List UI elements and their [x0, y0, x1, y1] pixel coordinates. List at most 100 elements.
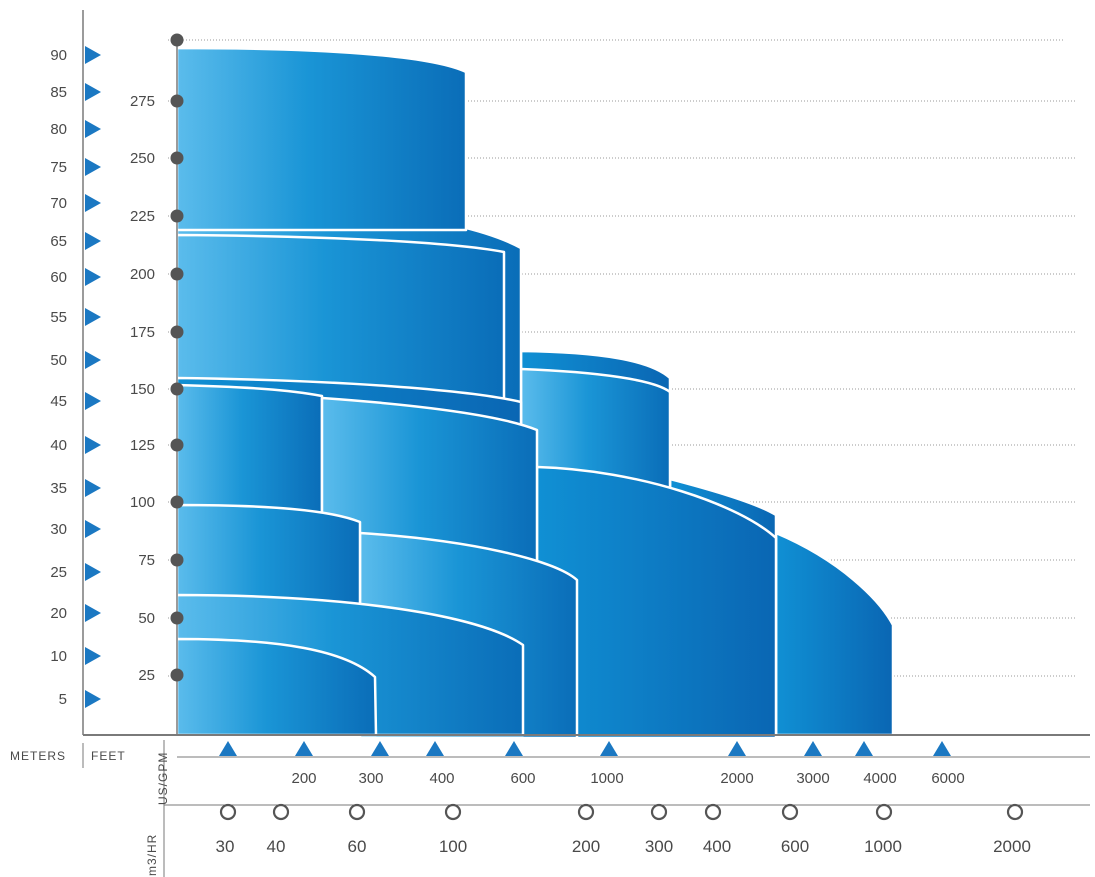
meter-tick-label: 45 — [50, 393, 67, 410]
gpm-tick-marker — [426, 741, 444, 756]
feet-tick-label: 75 — [138, 552, 155, 569]
feet-tick-label: 50 — [138, 610, 155, 627]
meter-tick-label: 60 — [50, 269, 67, 286]
meter-tick-label: 35 — [50, 480, 67, 497]
meter-tick-label: 10 — [50, 648, 67, 665]
gpm-tick-marker — [371, 741, 389, 756]
m3hr-tick-label: 100 — [439, 837, 467, 856]
meter-tick-label: 20 — [50, 605, 67, 622]
meter-tick-marker — [85, 194, 101, 212]
meter-tick-label: 25 — [50, 564, 67, 581]
gpm-tick-label: 300 — [358, 770, 383, 787]
meter-tick-marker — [85, 604, 101, 622]
meter-tick-marker — [85, 308, 101, 326]
feet-tick-marker — [170, 668, 184, 682]
feet-tick-label: 125 — [130, 437, 155, 454]
feet-tick-label: 150 — [130, 381, 155, 398]
gpm-tick-marker — [219, 741, 237, 756]
feet-tick-marker — [170, 438, 184, 452]
m3hr-tick-label: 30 — [216, 837, 235, 856]
coverage-region-7 — [535, 465, 778, 740]
gpm-tick-marker — [933, 741, 951, 756]
meter-tick-label: 65 — [50, 233, 67, 250]
feet-tick-marker — [170, 209, 184, 223]
gpm-tick-label: 400 — [429, 770, 454, 787]
feet-axis-title: FEET — [91, 749, 126, 763]
feet-tick-marker — [170, 267, 184, 281]
meter-tick-marker — [85, 120, 101, 138]
m3hr-tick-label: 400 — [703, 837, 731, 856]
feet-tick-label: 250 — [130, 150, 155, 167]
m3hr-tick-marker — [444, 803, 462, 821]
meter-tick-label: 70 — [50, 195, 67, 212]
coverage-region-1 — [175, 46, 468, 232]
feet-tick-label: 200 — [130, 266, 155, 283]
gpm-tick-label: 4000 — [863, 770, 896, 787]
feet-tick-marker — [170, 33, 184, 47]
meters-axis-title: METERS — [10, 749, 66, 763]
meter-tick-label: 55 — [50, 309, 67, 326]
meter-tick-label: 50 — [50, 352, 67, 369]
gpm-tick-label: 6000 — [931, 770, 964, 787]
m3hr-tick-label: 40 — [267, 837, 286, 856]
gpm-tick-label: 600 — [510, 770, 535, 787]
meter-tick-label: 90 — [50, 47, 67, 64]
gpm-axis-title: US/GPM — [156, 752, 170, 805]
m3hr-tick-label: 300 — [645, 837, 673, 856]
meter-tick-label: 85 — [50, 84, 67, 101]
gpm-tick-label: 2000 — [720, 770, 753, 787]
m3hr-tick-label: 200 — [572, 837, 600, 856]
meter-tick-label: 75 — [50, 159, 67, 176]
feet-ticks: 25 50 75 100 125 150 175 200 225 250 275 — [130, 33, 184, 684]
gpm-tick-label: 200 — [291, 770, 316, 787]
m3hr-tick-marker — [875, 803, 893, 821]
m3hr-ticks: 30 40 60 100 200 300 400 600 1000 2000 — [216, 803, 1031, 856]
meter-tick-marker — [85, 520, 101, 538]
meter-tick-marker — [85, 83, 101, 101]
meter-tick-marker — [85, 268, 101, 286]
gpm-tick-marker — [600, 741, 618, 756]
m3hr-tick-label: 60 — [348, 837, 367, 856]
m3hr-tick-label: 1000 — [864, 837, 902, 856]
feet-tick-marker — [170, 611, 184, 625]
m3hr-tick-marker — [704, 803, 722, 821]
m3hr-tick-marker — [650, 803, 668, 821]
meter-tick-marker — [85, 46, 101, 64]
meter-tick-label: 40 — [50, 437, 67, 454]
feet-tick-label: 25 — [138, 667, 155, 684]
feet-tick-marker — [170, 325, 184, 339]
feet-tick-marker — [170, 94, 184, 108]
meter-tick-marker — [85, 479, 101, 497]
m3hr-tick-label: 600 — [781, 837, 809, 856]
meter-tick-label: 80 — [50, 121, 67, 138]
feet-tick-marker — [170, 151, 184, 165]
m3hr-tick-marker — [219, 803, 237, 821]
feet-tick-marker — [170, 495, 184, 509]
meter-tick-marker — [85, 647, 101, 665]
m3hr-tick-marker — [1006, 803, 1024, 821]
coverage-region-15 — [175, 637, 378, 737]
gpm-tick-marker — [855, 741, 873, 756]
m3hr-tick-marker — [577, 803, 595, 821]
m3hr-tick-marker — [348, 803, 366, 821]
gpm-tick-label: 3000 — [796, 770, 829, 787]
feet-tick-label: 225 — [130, 208, 155, 225]
gpm-tick-label: 1000 — [590, 770, 623, 787]
gpm-ticks: 200 300 400 600 1000 2000 3000 4000 6000 — [219, 741, 965, 787]
meter-tick-marker — [85, 563, 101, 581]
m3hr-tick-label: 2000 — [993, 837, 1031, 856]
feet-tick-label: 175 — [130, 324, 155, 341]
gpm-tick-marker — [728, 741, 746, 756]
feet-tick-marker — [170, 553, 184, 567]
meter-tick-label: 5 — [59, 691, 67, 708]
meter-tick-marker — [85, 392, 101, 410]
feet-tick-label: 100 — [130, 494, 155, 511]
meter-tick-marker — [85, 436, 101, 454]
meters-ticks: 5 10 20 25 30 35 40 45 50 55 60 65 70 75 80 85 90 — [50, 46, 101, 708]
gpm-tick-marker — [505, 741, 523, 756]
feet-tick-label: 275 — [130, 93, 155, 110]
gpm-tick-marker — [295, 741, 313, 756]
meter-tick-marker — [85, 158, 101, 176]
m3hr-tick-marker — [272, 803, 290, 821]
